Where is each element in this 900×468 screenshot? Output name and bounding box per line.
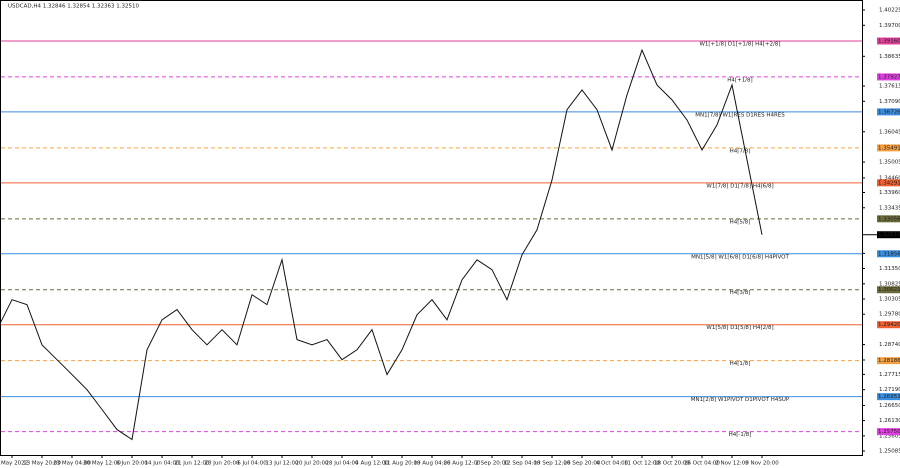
price-line	[0, 48, 763, 441]
y-tick-label: 1.26650	[879, 403, 900, 409]
x-tick-label: 13 May 20:00	[23, 461, 61, 467]
level-label: H4[-1/8]	[729, 432, 752, 438]
price-box	[877, 108, 900, 116]
header: USDCAD,H4 1.32846 1.32854 1.32363 1.3251…	[8, 4, 139, 10]
x-tick-label: 12 Sep 04:00	[504, 461, 541, 467]
x-tick-label: 2 Sep 20:00	[475, 461, 509, 467]
x-tick-label: 14 Jun 04:00	[145, 461, 180, 467]
level-label: H4[5/8]	[730, 219, 751, 225]
level-label: H4[3/8]	[730, 290, 751, 296]
price-box-label: 1.28186	[878, 358, 900, 364]
x-tick-label: 21 Jun 12:00	[175, 461, 210, 467]
x-tick-label: 13 Jul 12:00	[266, 461, 299, 467]
price-box	[877, 286, 900, 294]
x-tick-label: 26 Oct 04:00	[684, 461, 720, 467]
x-tick-label: 28 Jun 20:00	[205, 461, 240, 467]
x-tick-label: 19 Aug 04:00	[413, 461, 451, 467]
price-box	[877, 73, 900, 81]
price-box-label: 1.26951	[878, 394, 900, 400]
y-tick-label: 1.35005	[879, 160, 900, 166]
x-tick-label: 20 Jul 20:00	[296, 461, 329, 467]
price-box-label: 1.25750	[878, 429, 900, 435]
plot-frame	[0, 0, 863, 456]
level-label: MN1[2/8] W1PIVOT D1PIVOT H4SUP	[691, 397, 790, 403]
level-label: H4[7/8]	[730, 148, 751, 154]
y-tick-label: 1.30305	[879, 296, 900, 302]
x-tick-label: 4 Oct 04:00	[596, 461, 629, 467]
x-tick-label: 4 Aug 12:00	[355, 461, 389, 467]
x-tick-label: 9 Nov 20:00	[745, 461, 779, 467]
last-price-label: 1.32510	[878, 232, 900, 238]
price-box	[877, 179, 900, 187]
x-tick-label: 6 May 2022	[0, 461, 28, 467]
x-tick-label: 28 Jul 04:00	[326, 461, 359, 467]
price-box-label: 1.30621	[878, 287, 900, 293]
level-label: H4[+1/8]	[727, 77, 752, 83]
level-label: W1[+1/8] D1[+1/8] H4[+2/8]	[699, 42, 780, 48]
y-tick-label: 1.25085	[879, 449, 900, 455]
x-tick-label: 2 Nov 12:00	[715, 461, 749, 467]
y-tick-label: 1.27715	[879, 372, 900, 378]
y-tick-label: 1.39700	[879, 23, 900, 29]
y-tick-label: 1.37615	[879, 84, 900, 90]
y-tick-label: 1.38635	[879, 54, 900, 60]
y-tick-label: 1.40225	[879, 7, 900, 13]
price-box-label: 1.29420	[878, 322, 900, 328]
x-tick-label: 23 May 04:00	[53, 461, 91, 467]
last-price-box	[877, 231, 900, 239]
x-tick-label: 30 May 12:00	[83, 461, 121, 467]
price-box	[877, 428, 900, 436]
y-tick-label: 1.36045	[879, 129, 900, 135]
price-box-label: 1.33056	[878, 216, 900, 222]
level-label: W1[5/8] D1[5/8] H4[2/8]	[706, 325, 773, 331]
x-tick-label: 19 Sep 12:00	[534, 461, 571, 467]
y-tick-label: 1.30825	[879, 281, 900, 287]
x-tick-label: 6 Jul 04:00	[237, 461, 267, 467]
y-tick-label: 1.37090	[879, 99, 900, 105]
x-tick-label: 11 Oct 12:00	[624, 461, 660, 467]
price-box	[877, 393, 900, 401]
price-box	[877, 321, 900, 329]
price-box	[877, 144, 900, 152]
x-tick-label: 26 Aug 12:00	[443, 461, 481, 467]
y-tick-label: 1.34460	[879, 175, 900, 181]
price-box-label: 1.34291	[878, 180, 900, 186]
price-box-label: 1.37927	[878, 74, 900, 80]
x-tick-label: 26 Sep 20:00	[564, 461, 601, 467]
price-box-label: 1.31856	[878, 251, 900, 257]
price-box	[877, 250, 900, 258]
price-box-label: 1.35491	[878, 145, 900, 151]
y-tick-label: 1.33435	[879, 205, 900, 211]
price-box	[877, 357, 900, 365]
x-tick-label: 6 Jun 20:00	[116, 461, 148, 467]
price-box	[877, 215, 900, 223]
y-tick-label: 1.29780	[879, 312, 900, 318]
y-tick-label: 1.27190	[879, 387, 900, 393]
x-tick-label: 18 Oct 20:00	[654, 461, 690, 467]
level-label: H4[1/8]	[730, 361, 751, 367]
level-label: W1[7/8] D1[7/8] H4[6/8]	[706, 183, 773, 189]
y-tick-label: 1.31350	[879, 266, 900, 272]
level-label: MN1[7/8] W1[RES D1RES H4RES	[695, 112, 785, 118]
level-label: MN1[5/8] W1[6/8] D1[6/8] H4PIVOT	[691, 254, 789, 260]
y-tick-label: 1.33960	[879, 190, 900, 196]
y-tick-label: 1.26130	[879, 418, 900, 424]
y-tick-label: 1.25605	[879, 433, 900, 439]
price-box	[877, 37, 900, 45]
price-box-label: 1.36726	[878, 109, 900, 115]
y-tick-label: 1.28740	[879, 342, 900, 348]
price-box-label: 1.39160	[878, 39, 900, 45]
x-tick-label: 11 Aug 20:00	[383, 461, 421, 467]
